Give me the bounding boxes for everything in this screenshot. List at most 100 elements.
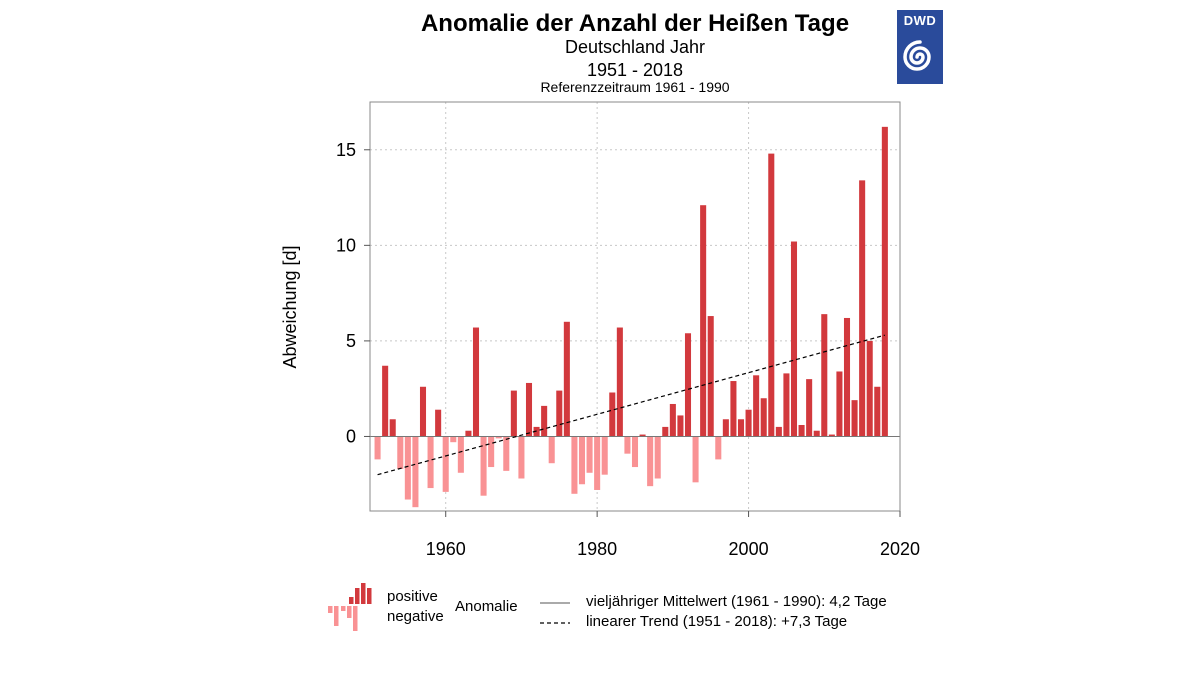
bar-1985 bbox=[631, 436, 639, 468]
bar-2002 bbox=[760, 398, 767, 437]
bar-1961 bbox=[450, 436, 457, 443]
x-tick-label-1960: 1960 bbox=[426, 539, 466, 559]
bar-1984 bbox=[624, 436, 631, 454]
bar-1997 bbox=[722, 419, 729, 437]
chart-reference-period: Referenzzeitraum 1961 - 1990 bbox=[540, 79, 730, 95]
legend-negative-bar-0 bbox=[328, 606, 333, 613]
bar-2007 bbox=[798, 424, 805, 437]
bar-1956 bbox=[412, 436, 419, 508]
bar-1967 bbox=[495, 436, 502, 439]
bar-1963 bbox=[465, 430, 472, 437]
bar-1958 bbox=[427, 436, 434, 489]
bar-1970 bbox=[518, 436, 525, 479]
bar-1952 bbox=[382, 365, 389, 437]
bar-1995 bbox=[707, 316, 714, 437]
bar-2014 bbox=[851, 400, 858, 437]
bar-2013 bbox=[843, 317, 851, 437]
bar-2001 bbox=[753, 375, 760, 437]
bar-1977 bbox=[571, 436, 578, 494]
y-axis-label: Abweichung [d] bbox=[280, 245, 300, 368]
legend-negative-bar-4 bbox=[353, 606, 358, 631]
chart-title: Anomalie der Anzahl der Heißen Tage bbox=[420, 10, 850, 37]
trend-line-group bbox=[377, 334, 886, 476]
trend-line bbox=[377, 334, 886, 476]
bar-1980 bbox=[594, 436, 601, 490]
bars bbox=[370, 126, 900, 508]
bar-1969 bbox=[510, 390, 517, 437]
bar-1982 bbox=[609, 392, 616, 437]
bar-1951 bbox=[374, 436, 381, 460]
bar-1992 bbox=[684, 333, 692, 437]
legend-negative-bar-2 bbox=[341, 606, 346, 611]
bar-1959 bbox=[435, 409, 442, 437]
bar-1981 bbox=[601, 436, 608, 475]
bar-2004 bbox=[775, 426, 782, 437]
bar-2016 bbox=[866, 340, 873, 437]
legend-negative-bar-3 bbox=[347, 606, 352, 618]
bar-1983 bbox=[616, 327, 623, 437]
legend-positive-bar-1 bbox=[355, 588, 360, 604]
chart-period: 1951 - 2018 bbox=[586, 60, 684, 80]
legend-negative-bar-1 bbox=[334, 606, 339, 626]
bar-1974 bbox=[548, 436, 555, 464]
bar-1986 bbox=[639, 434, 646, 437]
chart-subtitle: Deutschland Jahr bbox=[564, 37, 706, 57]
bar-1996 bbox=[715, 436, 722, 460]
bar-1971 bbox=[525, 382, 533, 437]
bar-1968 bbox=[503, 436, 510, 471]
bar-1978 bbox=[578, 436, 586, 485]
bar-2017 bbox=[874, 386, 881, 437]
x-tick-label-1980: 1980 bbox=[577, 539, 617, 559]
bar-2018 bbox=[881, 126, 888, 437]
bar-1957 bbox=[419, 386, 427, 437]
bar-2003 bbox=[768, 153, 775, 437]
y-tick-label-0: 0 bbox=[346, 426, 356, 446]
bar-2010 bbox=[821, 314, 828, 437]
bar-2015 bbox=[859, 180, 866, 437]
bar-2008 bbox=[806, 379, 813, 437]
bar-1975 bbox=[556, 390, 563, 437]
bar-1993 bbox=[692, 436, 699, 483]
bar-1955 bbox=[404, 436, 411, 500]
y-tick-label-15: 15 bbox=[336, 140, 356, 160]
bar-1964 bbox=[472, 327, 480, 437]
legend-mean-label: vieljähriger Mittelwert (1961 - 1990): 4… bbox=[586, 593, 887, 610]
y-tick-label-10: 10 bbox=[336, 235, 356, 255]
legend-positive-bar-2 bbox=[361, 583, 366, 604]
bar-1953 bbox=[389, 419, 396, 437]
axis-ticks: 1960 1980 2000 2020 0 5 10 15 bbox=[336, 140, 920, 559]
legend-anomalie-label: Anomalie bbox=[455, 598, 518, 615]
bar-1954 bbox=[397, 436, 404, 469]
bar-2012 bbox=[836, 371, 843, 437]
y-tick-label-5: 5 bbox=[346, 331, 356, 351]
bar-1998 bbox=[730, 381, 737, 437]
dwd-logo-text: DWD bbox=[903, 13, 937, 28]
bar-1962 bbox=[457, 436, 464, 473]
bar-1991 bbox=[677, 415, 684, 437]
bar-2011 bbox=[828, 434, 835, 437]
bar-1979 bbox=[586, 436, 593, 473]
x-tick-label-2020: 2020 bbox=[880, 539, 920, 559]
bar-2005 bbox=[783, 373, 790, 437]
plot-frame bbox=[369, 101, 901, 512]
bar-1999 bbox=[737, 419, 745, 437]
legend-positive-label: positive bbox=[387, 588, 438, 605]
dwd-swirl-icon bbox=[903, 40, 931, 71]
legend-trend-label: linearer Trend (1951 - 2018): +7,3 Tage bbox=[586, 613, 848, 630]
legend-positive-bar-3 bbox=[367, 588, 372, 604]
legend-marks bbox=[328, 583, 570, 631]
bar-1988 bbox=[654, 436, 661, 479]
bar-1972 bbox=[533, 426, 540, 437]
legend-positive-bar-0 bbox=[349, 597, 354, 604]
bar-1973 bbox=[541, 405, 548, 437]
bar-1994 bbox=[700, 205, 707, 437]
bar-1976 bbox=[563, 321, 570, 437]
bar-2000 bbox=[745, 409, 752, 437]
bar-1989 bbox=[662, 426, 669, 437]
bar-1987 bbox=[647, 436, 654, 487]
x-tick-label-2000: 2000 bbox=[729, 539, 769, 559]
bar-1960 bbox=[442, 436, 449, 492]
bar-1990 bbox=[669, 403, 676, 437]
bar-1965 bbox=[480, 436, 487, 496]
